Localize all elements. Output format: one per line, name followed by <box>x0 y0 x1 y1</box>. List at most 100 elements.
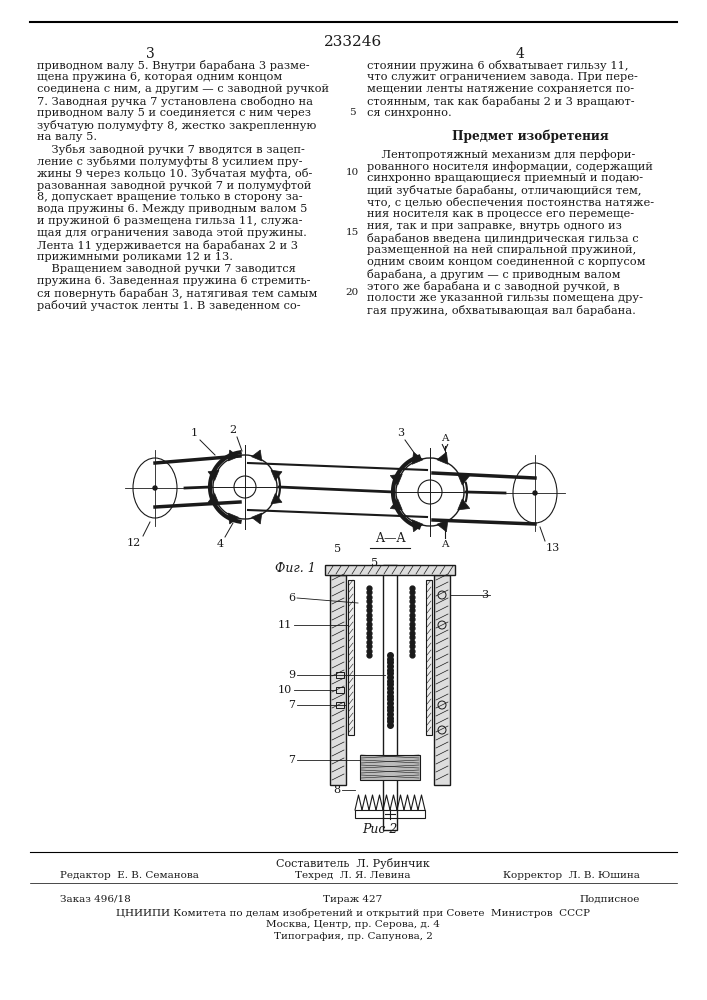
Text: ния носителя как в процессе его перемеще-: ния носителя как в процессе его перемеще… <box>367 209 634 219</box>
Text: что, с целью обеспечения постоянства натяже-: что, с целью обеспечения постоянства нат… <box>367 197 654 208</box>
Text: 1: 1 <box>191 428 198 438</box>
Text: и пружиной 6 размещена гильза 11, служа-: и пружиной 6 размещена гильза 11, служа- <box>37 216 303 226</box>
Bar <box>336 672 344 678</box>
Polygon shape <box>228 450 238 461</box>
Text: приводном валу 5 и соединяется с ним через: приводном валу 5 и соединяется с ним чер… <box>37 108 311 118</box>
Text: 4: 4 <box>217 539 224 549</box>
Text: 2: 2 <box>229 425 236 435</box>
Bar <box>360 755 420 780</box>
Text: A—A: A—A <box>375 532 405 545</box>
Polygon shape <box>228 513 238 524</box>
Text: 3: 3 <box>397 428 404 438</box>
Text: 7: 7 <box>288 700 295 710</box>
Text: Вращением заводной ручки 7 заводится: Вращением заводной ручки 7 заводится <box>37 264 296 274</box>
Text: гая пружина, обхватывающая вал барабана.: гая пружина, обхватывающая вал барабана. <box>367 305 636 316</box>
Text: 9: 9 <box>288 670 295 680</box>
Polygon shape <box>457 474 469 485</box>
Text: прижимными роликами 12 и 13.: прижимными роликами 12 и 13. <box>37 252 233 262</box>
Polygon shape <box>252 513 262 524</box>
Text: Корректор  Л. В. Юшина: Корректор Л. В. Юшина <box>503 871 640 880</box>
Bar <box>325 565 455 575</box>
Text: Техред  Л. Я. Левина: Техред Л. Я. Левина <box>296 871 411 880</box>
Text: 7: 7 <box>288 755 295 765</box>
Text: размещенной на ней спиральной пружиной,: размещенной на ней спиральной пружиной, <box>367 245 636 255</box>
Polygon shape <box>437 520 448 532</box>
Text: что служит ограничением завода. При пере-: что служит ограничением завода. При пере… <box>367 72 638 82</box>
Polygon shape <box>457 499 469 510</box>
Text: приводном валу 5. Внутри барабана 3 разме-: приводном валу 5. Внутри барабана 3 разм… <box>37 60 310 71</box>
Text: 10: 10 <box>346 168 358 177</box>
Bar <box>434 575 450 785</box>
Text: пружина 6. Заведенная пружина 6 стремить-: пружина 6. Заведенная пружина 6 стремить… <box>37 276 310 286</box>
Text: 3: 3 <box>146 47 154 61</box>
Text: рованного носителя информации, содержащий: рованного носителя информации, содержащи… <box>367 161 653 172</box>
Polygon shape <box>412 452 423 464</box>
Polygon shape <box>252 450 262 461</box>
Text: Рис 2: Рис 2 <box>362 823 397 836</box>
Text: Москва, Центр, пр. Серова, д. 4: Москва, Центр, пр. Серова, д. 4 <box>266 920 440 929</box>
Polygon shape <box>208 470 219 480</box>
Polygon shape <box>208 494 219 504</box>
Text: ния, так и при заправке, внутрь одного из: ния, так и при заправке, внутрь одного и… <box>367 221 622 231</box>
Text: 3: 3 <box>481 590 488 600</box>
Text: жины 9 через кольцо 10. Зубчатая муфта, об-: жины 9 через кольцо 10. Зубчатая муфта, … <box>37 168 312 179</box>
Text: на валу 5.: на валу 5. <box>37 132 97 142</box>
Text: Подписное: Подписное <box>580 895 640 904</box>
Text: соединена с ним, а другим — с заводной ручкой: соединена с ним, а другим — с заводной р… <box>37 84 329 94</box>
Text: мещении ленты натяжение сохраняется по-: мещении ленты натяжение сохраняется по- <box>367 84 634 94</box>
Bar <box>336 687 344 693</box>
Text: щена пружина 6, которая одним концом: щена пружина 6, которая одним концом <box>37 72 282 82</box>
Text: полости же указанной гильзы помещена дру-: полости же указанной гильзы помещена дру… <box>367 293 643 303</box>
Text: Лента 11 удерживается на барабанах 2 и 3: Лента 11 удерживается на барабанах 2 и 3 <box>37 240 298 251</box>
Bar <box>426 580 432 735</box>
Text: щая для ограничения завода этой пружины.: щая для ограничения завода этой пружины. <box>37 228 307 238</box>
Text: рабочий участок ленты 1. В заведенном со-: рабочий участок ленты 1. В заведенном со… <box>37 300 300 311</box>
Text: 8, допускает вращение только в сторону за-: 8, допускает вращение только в сторону з… <box>37 192 303 202</box>
Text: 11: 11 <box>278 620 292 630</box>
Text: 233246: 233246 <box>324 35 382 49</box>
Polygon shape <box>271 470 282 480</box>
Text: Тираж 427: Тираж 427 <box>323 895 382 904</box>
Text: барабанов введена цилиндрическая гильза с: барабанов введена цилиндрическая гильза … <box>367 233 638 244</box>
Text: A: A <box>441 434 449 443</box>
Text: Лентопротяжный механизм для перфори-: Лентопротяжный механизм для перфори- <box>367 149 636 160</box>
Text: 20: 20 <box>346 288 358 297</box>
Text: ление с зубьями полумуфты 8 усилием пру-: ление с зубьями полумуфты 8 усилием пру- <box>37 156 303 167</box>
Text: 5: 5 <box>371 558 378 568</box>
Text: Зубья заводной ручки 7 вводятся в зацеп-: Зубья заводной ручки 7 вводятся в зацеп- <box>37 144 305 155</box>
Circle shape <box>153 486 157 490</box>
Polygon shape <box>437 452 448 464</box>
Text: 7. Заводная ручка 7 установлена свободно на: 7. Заводная ручка 7 установлена свободно… <box>37 96 313 107</box>
Text: 5: 5 <box>334 544 341 554</box>
Bar <box>330 575 346 785</box>
Text: щий зубчатые барабаны, отличающийся тем,: щий зубчатые барабаны, отличающийся тем, <box>367 185 641 196</box>
Text: ся повернуть барабан 3, натягивая тем самым: ся повернуть барабан 3, натягивая тем са… <box>37 288 317 299</box>
Bar <box>336 702 344 708</box>
Polygon shape <box>390 474 402 485</box>
Text: Предмет изобретения: Предмет изобретения <box>452 130 608 143</box>
Text: Фиг. 1: Фиг. 1 <box>274 562 315 575</box>
Bar <box>355 810 425 818</box>
Text: этого же барабана и с заводной ручкой, в: этого же барабана и с заводной ручкой, в <box>367 281 620 292</box>
Text: Редактор  Е. В. Семанова: Редактор Е. В. Семанова <box>60 871 199 880</box>
Bar <box>383 565 397 830</box>
Text: 5: 5 <box>349 108 356 117</box>
Text: Составитель  Л. Рубинчик: Составитель Л. Рубинчик <box>276 858 430 869</box>
Text: A: A <box>441 540 449 549</box>
Circle shape <box>533 491 537 495</box>
Text: 10: 10 <box>278 685 292 695</box>
Text: зубчатую полумуфту 8, жестко закрепленную: зубчатую полумуфту 8, жестко закрепленну… <box>37 120 316 131</box>
Text: стоянным, так как барабаны 2 и 3 вращают-: стоянным, так как барабаны 2 и 3 вращают… <box>367 96 635 107</box>
Text: синхронно вращающиеся приемный и подаю-: синхронно вращающиеся приемный и подаю- <box>367 173 643 183</box>
Polygon shape <box>271 494 282 504</box>
Text: Заказ 496/18: Заказ 496/18 <box>60 895 131 904</box>
Bar <box>348 580 354 735</box>
Text: стоянии пружина 6 обхватывает гильзу 11,: стоянии пружина 6 обхватывает гильзу 11, <box>367 60 629 71</box>
Text: Типография, пр. Сапунова, 2: Типография, пр. Сапунова, 2 <box>274 932 433 941</box>
Text: 4: 4 <box>515 47 525 61</box>
Text: 6: 6 <box>288 593 295 603</box>
Text: 15: 15 <box>346 228 358 237</box>
Text: ЦНИИПИ Комитета по делам изобретений и открытий при Совете  Министров  СССР: ЦНИИПИ Комитета по делам изобретений и о… <box>116 908 590 918</box>
Text: 13: 13 <box>546 543 560 553</box>
Text: разованная заводной ручкой 7 и полумуфтой: разованная заводной ручкой 7 и полумуфто… <box>37 180 311 191</box>
